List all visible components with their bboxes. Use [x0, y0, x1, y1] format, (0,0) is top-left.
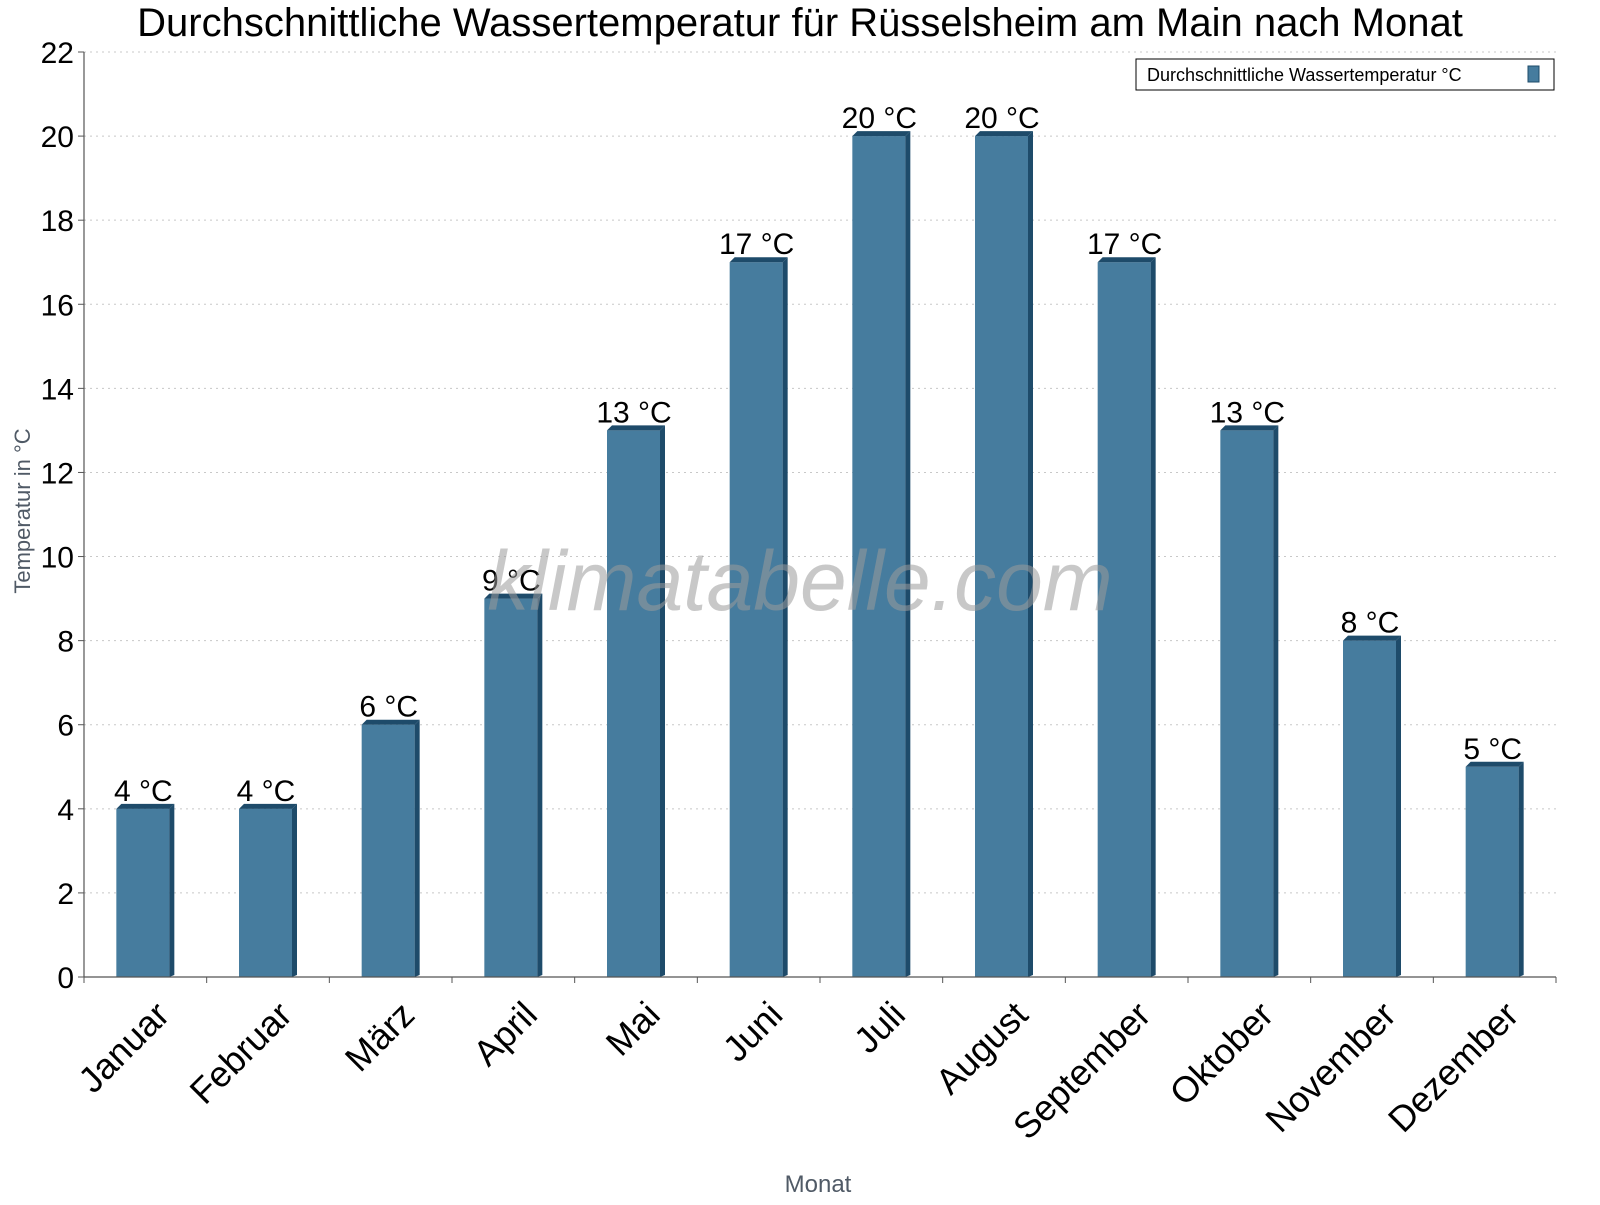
bar — [1097, 262, 1151, 977]
chart-title: Durchschnittliche Wassertemperatur für R… — [137, 1, 1463, 45]
bar-group: 4 °C — [237, 775, 297, 977]
y-axis-label: Temperatur in °C — [10, 428, 35, 593]
y-tick-label: 0 — [57, 962, 74, 995]
bar-side — [1028, 131, 1033, 977]
bar — [975, 136, 1028, 977]
data-label: 13 °C — [596, 396, 671, 429]
x-tick-label: März — [337, 994, 423, 1080]
bar-top — [484, 593, 543, 599]
bar-group: 6 °C — [359, 691, 420, 977]
bar — [361, 724, 415, 977]
bar-group: 20 °C — [842, 102, 917, 977]
bar-side — [1150, 257, 1156, 977]
x-axis-label: Monat — [785, 1171, 852, 1198]
bar-group: 20 °C — [964, 102, 1040, 977]
bar-side — [660, 425, 665, 978]
bar — [607, 430, 660, 978]
y-tick-label: 22 — [41, 37, 74, 70]
legend-label: Durchschnittliche Wassertemperatur °C — [1147, 65, 1462, 85]
x-tick-label: Juli — [846, 994, 913, 1061]
legend-box — [1135, 58, 1555, 91]
y-tick-label: 18 — [41, 205, 74, 238]
data-label: 20 °C — [964, 102, 1039, 135]
x-tick-label: Januar — [70, 994, 177, 1101]
bar-side — [414, 719, 420, 977]
bars: 4 °C 4 °C 6 °C 9 °C 13 °C 17 °C 20 °C 20 °C 17 °… — [114, 102, 1524, 978]
data-label: 6 °C — [359, 691, 418, 724]
bar-side — [782, 257, 788, 977]
legend-swatch — [1527, 65, 1540, 83]
bar-top — [607, 425, 665, 431]
y-tick-label: 20 — [41, 121, 74, 154]
legend: Durchschnittliche Wassertemperatur °C — [1135, 58, 1555, 91]
data-label: 13 °C — [1210, 396, 1285, 429]
bar-top — [1220, 425, 1279, 431]
bar — [484, 598, 538, 977]
bar-top — [729, 257, 788, 263]
y-tick-label: 6 — [57, 710, 74, 743]
y-tick-label: 10 — [41, 542, 74, 575]
y-tick-label: 8 — [57, 626, 74, 659]
gridlines — [84, 51, 1556, 894]
y-tick-label: 16 — [41, 289, 74, 322]
data-label: 17 °C — [719, 228, 794, 261]
data-label: 20 °C — [842, 102, 917, 135]
data-label: 4 °C — [114, 775, 173, 808]
data-label: 17 °C — [1087, 228, 1162, 261]
bar-side — [292, 803, 297, 977]
bar-side — [1518, 761, 1524, 977]
x-tick-label: Mai — [598, 994, 668, 1064]
bar-side — [169, 803, 175, 977]
y-tick-label: 4 — [57, 794, 74, 827]
bar-top — [1465, 761, 1524, 767]
bar-top — [361, 719, 420, 725]
watermark: klimatabelle.com — [487, 534, 1113, 628]
bar-top — [116, 803, 175, 809]
bar-group: 8 °C — [1341, 607, 1401, 977]
bar-group: 4 °C — [114, 775, 175, 977]
bar-side — [1273, 425, 1279, 978]
bar-group: 17 °C — [719, 228, 794, 977]
data-label: 4 °C — [237, 775, 296, 808]
bar — [1343, 640, 1396, 977]
bar-side — [905, 131, 911, 977]
bar-group: 5 °C — [1463, 733, 1524, 977]
y-tick-label: 12 — [41, 457, 74, 490]
bar — [1465, 766, 1519, 977]
bar-top — [1097, 257, 1156, 263]
bar-side — [1396, 635, 1401, 977]
bar-top — [1343, 635, 1401, 641]
bar-top — [852, 131, 911, 137]
x-tick-label: Juni — [715, 994, 791, 1070]
bar-group: 13 °C — [596, 396, 672, 978]
y-tick-label: 2 — [57, 878, 74, 911]
data-label: 8 °C — [1341, 607, 1400, 640]
x-tick-label: April — [465, 994, 545, 1074]
bar-top — [239, 803, 297, 809]
data-label: 9 °C — [482, 565, 541, 598]
bar — [116, 808, 170, 977]
bar-side — [537, 593, 543, 977]
bar-top — [975, 131, 1033, 137]
bar-group: 13 °C — [1210, 396, 1285, 978]
data-label: 5 °C — [1463, 733, 1522, 766]
x-tick-label: Dezember — [1380, 994, 1526, 1140]
x-tick-label: Oktober — [1161, 994, 1281, 1114]
bar-group: 9 °C — [482, 565, 543, 977]
x-tick-label: August — [927, 994, 1035, 1102]
y-tick-label: 14 — [41, 373, 74, 406]
bar — [852, 136, 906, 977]
bar-group: 17 °C — [1087, 228, 1162, 977]
bar — [729, 262, 783, 977]
x-tick-label: Februar — [182, 994, 300, 1112]
bar — [1220, 430, 1274, 978]
x-tick-label: November — [1257, 994, 1403, 1140]
bar — [239, 808, 292, 977]
